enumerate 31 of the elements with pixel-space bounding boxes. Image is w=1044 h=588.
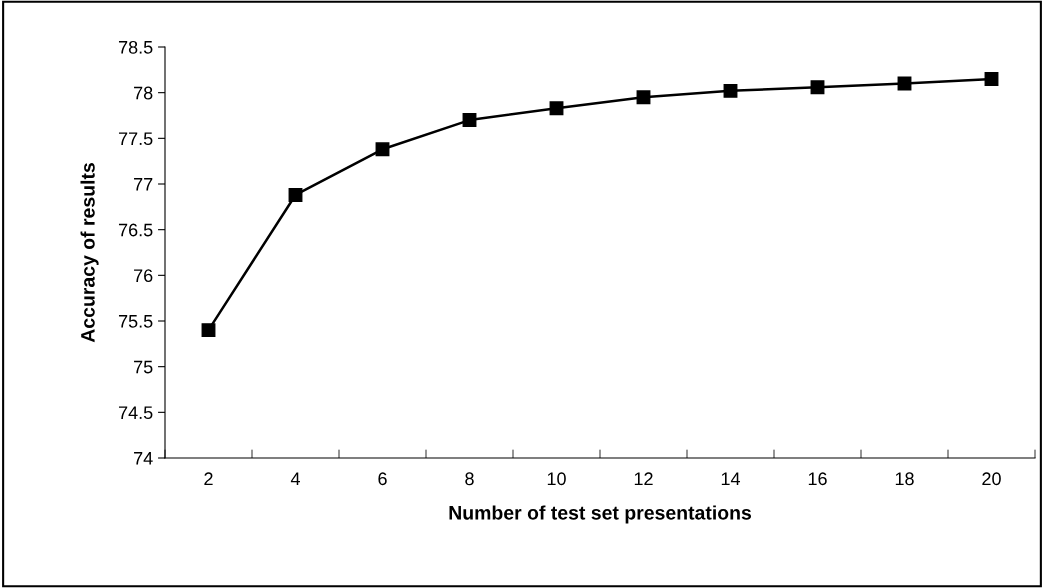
y-tick-label: 76 [134, 269, 153, 283]
x-tick-label: 8 [465, 472, 474, 486]
y-tick-label: 75.5 [118, 315, 153, 328]
x-tick-label: 16 [808, 472, 827, 486]
x-tick-label: 2 [204, 472, 213, 485]
point [984, 72, 999, 86]
y-tick-label: 78.5 [118, 40, 153, 54]
x-tick-label: 12 [634, 472, 653, 485]
point [723, 83, 738, 98]
y-tick-label: 75 [134, 360, 153, 374]
x-tick-label: 18 [895, 472, 914, 486]
y-tick-label: 78 [134, 86, 153, 100]
x-tick-label: 10 [547, 472, 566, 486]
point [375, 142, 390, 157]
x-tick-label: 14 [721, 472, 741, 485]
x-tick-label: 6 [378, 472, 387, 486]
point [201, 323, 216, 338]
point [462, 113, 477, 128]
x-tick-label: 20 [982, 472, 1001, 486]
y-tick-label: 76.5 [118, 223, 153, 237]
x-tick-label: 4 [290, 472, 300, 485]
point [636, 90, 651, 105]
x-axis-title: Number of test set presentations [449, 505, 752, 524]
point [288, 188, 303, 202]
point [810, 80, 825, 95]
y-tick-label: 77.5 [118, 132, 153, 146]
y-tick-label: 74.5 [118, 406, 153, 420]
y-axis-title: Accuracy of results [80, 163, 99, 343]
y-tick-label: 77 [134, 178, 153, 191]
point [549, 101, 564, 116]
y-tick-label: 74 [134, 452, 153, 465]
